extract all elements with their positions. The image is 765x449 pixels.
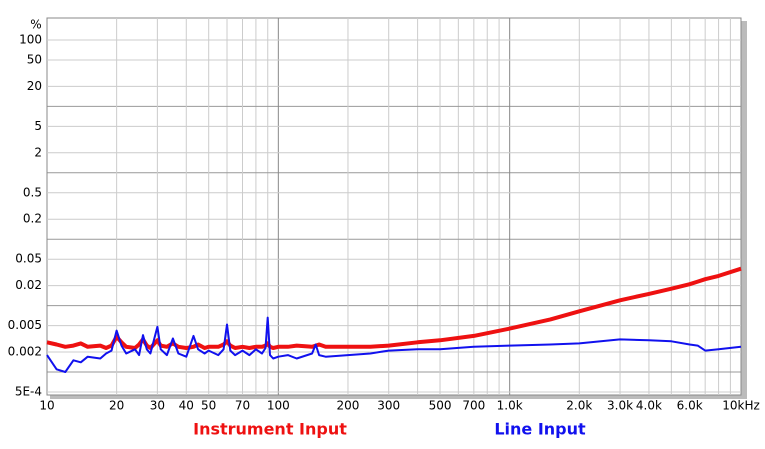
- y-tick-label: 0.002: [8, 345, 42, 359]
- x-tick-label: 10: [39, 399, 54, 413]
- y-unit: %: [30, 18, 41, 32]
- y-tick-label: 0.02: [15, 278, 42, 292]
- x-tick-label: 700: [462, 399, 485, 413]
- x-tick-label: 20: [109, 399, 124, 413]
- x-tick-label: 200: [337, 399, 360, 413]
- y-tick-label: 5: [34, 119, 42, 133]
- x-tick-label: 3.0k: [607, 399, 633, 413]
- y-tick-label: 20: [27, 79, 42, 93]
- legend-entry: Line Input: [494, 420, 586, 439]
- x-tick-label: 300: [377, 399, 400, 413]
- x-tick-label: 40: [179, 399, 194, 413]
- y-tick-label: 0.005: [8, 318, 42, 332]
- x-tick-label: 50: [201, 399, 216, 413]
- x-tick-label: 1.0k: [497, 399, 523, 413]
- y-tick-label: 5E-4: [15, 385, 42, 399]
- x-tick-label: 100: [267, 399, 290, 413]
- data-line: [46, 266, 742, 350]
- x-tick-label: 6.0k: [677, 399, 703, 413]
- x-tick-label: 2.0k: [566, 399, 592, 413]
- x-tick-label: 4.0k: [636, 399, 662, 413]
- x-tick-label: 30: [150, 399, 165, 413]
- y-tick-label: 2: [34, 145, 42, 159]
- data-line: [46, 316, 742, 373]
- x-tick-label: 70: [235, 399, 250, 413]
- y-tick-label: 0.05: [15, 252, 42, 266]
- y-tick-label: 0.5: [23, 185, 42, 199]
- y-tick-label: 50: [27, 52, 42, 66]
- plot-area: [46, 17, 742, 396]
- x-tick-label: 10kHz: [722, 399, 760, 413]
- y-tick-label: 0.2: [23, 212, 42, 226]
- y-tick-label: 100: [19, 32, 42, 46]
- legend-entry: Instrument Input: [193, 420, 347, 439]
- x-tick-label: 500: [429, 399, 452, 413]
